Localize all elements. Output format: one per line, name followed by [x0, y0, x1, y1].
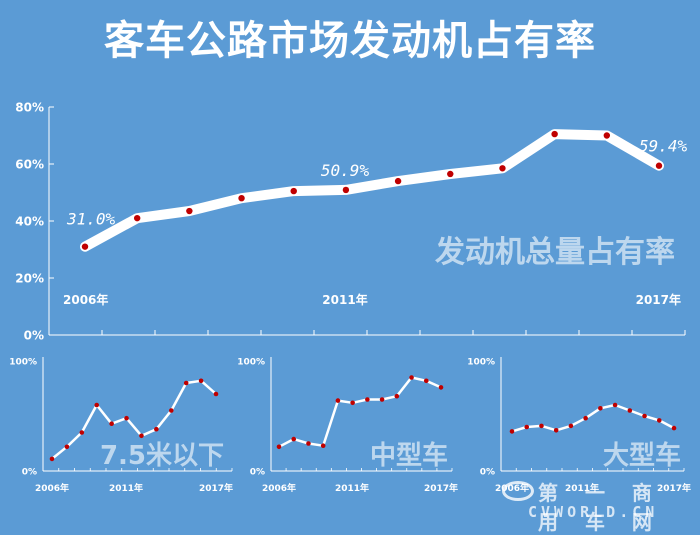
- chart2-data-point: [335, 398, 341, 403]
- chart3-data-point: [509, 429, 515, 434]
- chart-canvas: 发动机总量占有率 0% 20% 40% 60% 80% 2006年 2011年 2017年 31.…: [9, 101, 691, 494]
- chart3-series-line: [510, 403, 676, 433]
- chart3-x-tick-label: 2017年: [657, 482, 691, 494]
- chart0-y-tick-label: 20%: [15, 272, 44, 286]
- chart2-data-point: [365, 397, 370, 402]
- chart3-data-point: [642, 413, 647, 419]
- chart0-x-tick-label: 2011年: [322, 292, 367, 307]
- chart1-data-point: [168, 408, 174, 413]
- chart0-series-line: [80, 129, 664, 252]
- chart3-x-tick-label: 2011年: [565, 482, 599, 494]
- chart2-data-point: [306, 441, 311, 446]
- chart3-y-tick-label: 0%: [480, 467, 495, 477]
- page-title: 客车公路市场发动机占有率: [104, 18, 596, 64]
- chart3-y-tick-label: 100%: [467, 357, 495, 367]
- chart3-data-point: [612, 402, 618, 408]
- chart3-data-point: [627, 408, 633, 413]
- chart2-x-tick-label: 2006年: [262, 482, 296, 494]
- chart0-data-point: [81, 243, 89, 250]
- watermark: 第 一 商 用 车 网 CVWORLD.CN: [500, 475, 700, 534]
- chart3-data-point: [524, 424, 530, 430]
- chart2-data-point: [350, 400, 355, 406]
- chart2-y-tick-label: 100%: [237, 357, 265, 367]
- chart0-data-point: [447, 170, 454, 178]
- chart1-data-point: [183, 380, 189, 386]
- chart3-data-point: [553, 428, 559, 433]
- chart1-x-tick-label: 2011年: [109, 482, 143, 494]
- chart2-x-tick-label: 2017年: [424, 482, 458, 494]
- chart1-x-tick-label: 2017年: [199, 482, 233, 494]
- chart2-data-point: [423, 378, 429, 384]
- chart1-data-point: [139, 433, 144, 439]
- chart0-y-tick-label: 80%: [15, 101, 44, 115]
- chart0-x-tick-label: 2006年: [63, 292, 108, 307]
- chart0-y-tick-label: 60%: [15, 158, 44, 172]
- chart0-data-label: 31.0%: [66, 210, 116, 229]
- chart0-data-point: [186, 207, 193, 215]
- chart1-data-point: [213, 391, 219, 397]
- chart1-data-point: [49, 456, 55, 462]
- chart0-data-point: [238, 195, 245, 202]
- chart0-data-point: [290, 187, 297, 195]
- chart1-y-tick-label: 100%: [9, 357, 37, 367]
- chart0-data-point: [499, 165, 506, 172]
- chart2-data-point: [276, 444, 282, 450]
- chart3-title: 大型车: [603, 440, 681, 471]
- watermark-en: CVWORLD.CN: [528, 503, 659, 521]
- chart0-data-point: [603, 132, 611, 139]
- chart2-y-tick-label: 0%: [250, 467, 265, 477]
- chart1-series-line: [50, 379, 218, 461]
- chart3-data-point: [583, 415, 588, 421]
- watermark-logo-icon: [502, 481, 534, 501]
- chart2-data-point: [409, 375, 414, 380]
- chart3-data-point: [598, 406, 603, 411]
- chart0-data-label: 59.4%: [639, 137, 688, 156]
- chart2-data-point: [379, 397, 385, 402]
- chart1-data-point: [109, 421, 114, 427]
- chart2-x-tick-label: 2011年: [335, 482, 369, 494]
- chart2-series-line: [277, 376, 443, 449]
- chart3-data-point: [656, 418, 662, 423]
- chart0-data-label: 50.9%: [321, 161, 370, 180]
- chart3-data-point: [671, 425, 677, 431]
- chart1-title: 7.5米以下: [100, 441, 224, 471]
- chart0-data-point: [655, 162, 663, 169]
- chart2-data-point: [438, 385, 444, 390]
- chart0-data-point: [133, 214, 141, 222]
- chart0-data-point: [394, 177, 402, 185]
- chart1-y-tick-label: 0%: [22, 467, 37, 477]
- chart3-data-point: [539, 423, 544, 429]
- chart0-y-tick-label: 0%: [24, 329, 44, 343]
- chart2-data-point: [291, 436, 297, 442]
- chart0-x-tick-label: 2017年: [636, 292, 681, 307]
- chart1-data-point: [64, 444, 70, 450]
- chart2-title: 中型车: [370, 440, 448, 471]
- chart0-data-point: [551, 130, 558, 138]
- chart0-y-tick-label: 40%: [15, 215, 44, 229]
- chart1-x-tick-label: 2006年: [35, 482, 69, 494]
- chart1-data-point: [198, 378, 204, 384]
- chart1-data-point: [94, 402, 100, 408]
- chart2-data-point: [320, 443, 326, 449]
- chart0-data-point: [342, 186, 350, 194]
- chart1-data-point: [124, 415, 129, 421]
- chart1-data-point: [79, 430, 85, 435]
- chart2-data-point: [394, 393, 400, 399]
- chart3-data-point: [568, 423, 574, 429]
- chart1-data-point: [154, 426, 159, 432]
- chart0-title: 发动机总量占有率: [434, 235, 675, 270]
